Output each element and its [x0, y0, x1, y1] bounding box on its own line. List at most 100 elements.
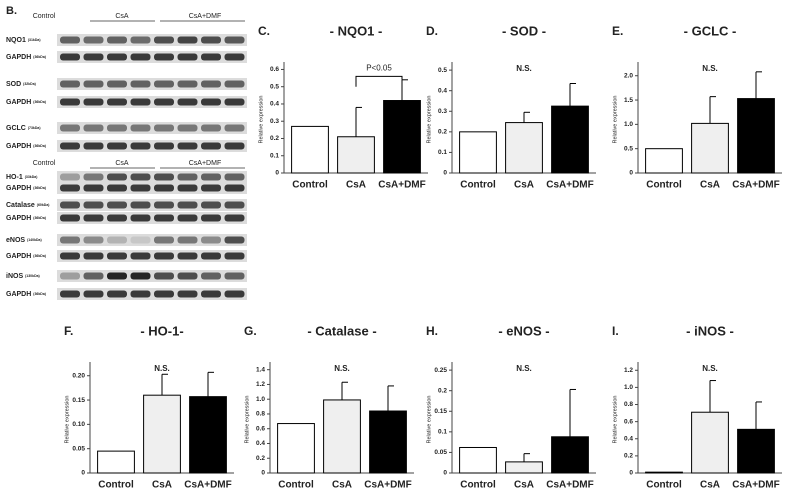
- blot-strip: [57, 96, 247, 108]
- blot-band: [107, 214, 127, 222]
- blot-kda: (31kDa): [28, 38, 41, 42]
- x-tick-label: CsA+DMF: [184, 480, 232, 489]
- bar: [691, 122, 729, 174]
- y-tick-label: 0.8: [624, 401, 633, 408]
- blot-band: [201, 80, 221, 88]
- y-tick-label: 0.4: [438, 87, 447, 94]
- y-tick-label: 0.6: [270, 66, 279, 73]
- blot-band: [154, 252, 174, 260]
- blot-strip: [57, 140, 247, 152]
- blot-band: [201, 36, 221, 44]
- annotation: N.S.: [334, 364, 350, 373]
- x-tick-label: CsA: [700, 180, 720, 191]
- blot-band: [107, 272, 127, 280]
- blot-strip: [57, 34, 247, 46]
- bar: [277, 423, 315, 474]
- blot-protein: GAPDH: [6, 291, 31, 298]
- blot-band: [177, 142, 198, 150]
- blot-band: [177, 173, 198, 181]
- y-tick-label: 0: [261, 470, 265, 477]
- y-tick-label: 0.8: [256, 411, 265, 418]
- x-tick-label: Control: [98, 480, 134, 489]
- blot-band: [107, 36, 127, 44]
- blot-band: [83, 53, 104, 61]
- blot-band: [224, 53, 245, 61]
- x-tick-label: Control: [646, 180, 682, 191]
- blot-protein: iNOS: [6, 273, 23, 280]
- y-tick-label: 0.15: [72, 397, 85, 404]
- blot-band: [224, 184, 245, 192]
- blot-band: [83, 252, 104, 260]
- chart-title: - SOD -: [502, 23, 546, 38]
- blot-band: [60, 173, 80, 181]
- blot-kda: (36kDa): [33, 186, 46, 190]
- lane-header: CsA: [115, 160, 129, 167]
- blot-band: [83, 142, 104, 150]
- blot-protein: GAPDH: [6, 54, 31, 61]
- blot-label: GAPDH (36kDa): [6, 99, 46, 106]
- bar: [459, 131, 497, 174]
- blot-band: [177, 184, 198, 192]
- blot-band: [60, 80, 80, 88]
- panel-letter: G.: [244, 324, 257, 338]
- annotation: N.S.: [702, 364, 718, 373]
- x-tick-label: Control: [278, 480, 314, 489]
- y-tick-label: 1.0: [624, 384, 633, 391]
- x-tick-label: Control: [646, 480, 682, 489]
- blot-band: [224, 290, 245, 298]
- lane-header: CsA: [115, 13, 129, 20]
- lane-header: CsA+DMF: [189, 13, 221, 20]
- blot-band: [107, 80, 127, 88]
- y-tick-label: 0.2: [624, 453, 633, 460]
- chart-title: - HO-1-: [140, 323, 183, 338]
- blot-band: [177, 80, 198, 88]
- y-tick-label: 0: [629, 170, 633, 177]
- blot-kda: (36kDa): [33, 55, 46, 59]
- bar: [645, 471, 683, 474]
- blot-band: [154, 184, 174, 192]
- y-tick-label: 1.5: [624, 97, 633, 104]
- blot-band: [83, 184, 104, 192]
- chart-title: - GCLC -: [684, 23, 737, 38]
- blot-kda: (60kDa): [37, 203, 50, 207]
- blot-kda: (140kDa): [27, 238, 42, 242]
- blot-band: [201, 201, 221, 209]
- bar: [383, 100, 421, 174]
- chart-title: - iNOS -: [686, 323, 734, 338]
- bar: [337, 136, 375, 174]
- y-tick-label: 1.4: [256, 366, 265, 373]
- panel-letter: B.: [6, 5, 17, 17]
- blot-strip: [57, 234, 247, 246]
- blot-label: iNOS (130kDa): [6, 273, 40, 280]
- x-tick-label: Control: [292, 180, 328, 191]
- x-tick-label: CsA: [514, 480, 534, 489]
- annotation: N.S.: [516, 364, 532, 373]
- blot-band: [177, 53, 198, 61]
- blot-band: [224, 214, 245, 222]
- x-tick-label: CsA: [700, 480, 720, 489]
- blot-kda: (130kDa): [25, 274, 40, 278]
- blot-band: [60, 201, 80, 209]
- bar: [505, 122, 543, 174]
- blot-label: NQO1 (31kDa): [6, 37, 41, 44]
- blot-band: [60, 124, 80, 132]
- x-tick-label: CsA: [346, 180, 366, 191]
- bar: [505, 461, 543, 474]
- panel-letter: D.: [426, 24, 438, 38]
- blot-band: [177, 290, 198, 298]
- blot-strip: [57, 250, 247, 262]
- bar: [97, 450, 135, 474]
- blot-strip: [57, 122, 247, 134]
- blot-label: GAPDH (36kDa): [6, 54, 46, 61]
- chart-title: - NQO1 -: [330, 23, 383, 38]
- blot-band: [224, 124, 245, 132]
- y-tick-label: 0.15: [434, 408, 447, 415]
- blot-band: [107, 184, 127, 192]
- blot-label: GAPDH (36kDa): [6, 291, 46, 298]
- blot-kda: (36kDa): [33, 100, 46, 104]
- blot-band: [130, 290, 151, 298]
- blot-band: [107, 173, 127, 181]
- blot-band: [83, 290, 104, 298]
- blot-band: [154, 53, 174, 61]
- blot-band: [60, 36, 80, 44]
